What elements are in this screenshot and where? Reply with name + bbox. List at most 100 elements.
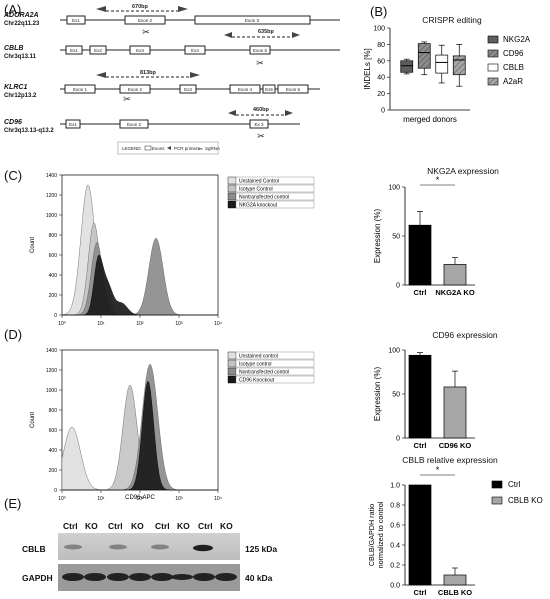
cd96-flow-histogram: 0 200 400 600 800 1000 1200 1400 10⁰ 10¹ 10² 10³ 10⁴…	[30, 348, 315, 500]
exon-label: Ex1	[72, 18, 80, 23]
y-axis-label: INDELs [%]	[363, 48, 372, 89]
legend-item: CBLB KO	[491, 496, 543, 505]
chart-d-title: CD96 expression	[432, 330, 498, 340]
y-tick-label: 1400	[46, 348, 57, 354]
exon-label: Ex 3	[254, 122, 264, 127]
box-cblb	[435, 44, 449, 84]
y-tick-label: 1000	[46, 213, 57, 219]
exon-label: Ex3	[184, 87, 192, 92]
cd96-expression-bar-chart: 0 50 100 Expression (%) Ctrl CD96 KO	[373, 348, 475, 450]
y-tick-label: 100	[388, 348, 400, 355]
legend-label: CBLB KO	[508, 496, 543, 505]
y-tick-label: 80	[377, 42, 385, 49]
exon-label: Ex3	[136, 48, 144, 53]
wb-lane-label: Ctrl	[198, 521, 213, 531]
band	[62, 573, 237, 581]
y-tick-label: 400	[49, 448, 58, 454]
box-nkg2a	[400, 58, 414, 75]
pcr-product-size: 635bp	[258, 29, 275, 35]
cblb-relative-expression-bar-chart: 0.0 0.2 0.4 0.6 0.8 1.0 CBLB/GAPDH ratio normal…	[367, 465, 543, 597]
pcr-product-size: 460bp	[253, 107, 270, 113]
gene-name-cblb: CBLB	[4, 45, 24, 52]
wb-lane-label: KO	[220, 521, 233, 531]
legend-item: Unstained Control	[227, 176, 315, 185]
panel-a-label: (A)	[4, 2, 22, 17]
exon-label: Ex1	[70, 48, 78, 53]
exon-label: Ex4	[191, 48, 199, 53]
box-a2ar	[452, 44, 466, 87]
y-axis-label: Expression (%)	[373, 209, 382, 264]
legend-item: Ctrl	[491, 480, 521, 489]
y-tick-label: 0.6	[390, 523, 400, 530]
significance-star: *	[436, 465, 440, 475]
exon-label: Exon 1	[73, 87, 88, 92]
chart-e-title: CBLB relative expression	[402, 455, 498, 465]
y-tick-label: 0	[396, 283, 400, 290]
legend-label: CD96	[503, 49, 524, 58]
exon-label: Exon 4	[238, 87, 253, 92]
bar-ctrl	[408, 224, 432, 286]
legend-a-prefix: LEGEND:	[122, 146, 142, 151]
legend-label: NKG2A	[503, 35, 531, 44]
y-tick-label: 20	[377, 91, 385, 98]
y-tick-label: 0	[54, 313, 57, 319]
legend-label: Isotype Control	[239, 187, 273, 193]
y-tick-label: 50	[392, 392, 400, 399]
x-tick-label: 10⁰	[58, 321, 66, 325]
y-tick-label: 0	[381, 108, 385, 115]
wb-lane-label: KO	[85, 521, 98, 531]
x-tick-label: 10⁴	[214, 321, 222, 325]
svg-text:✂: ✂	[142, 27, 150, 37]
bar-nkg2a-ko	[443, 264, 467, 286]
legend-label: CBLB	[503, 63, 524, 72]
wb-lane-label: Ctrl	[108, 521, 123, 531]
exon-label: Exon 3	[245, 18, 260, 23]
panel-e-label: (E)	[4, 496, 22, 511]
svg-text:✂: ✂	[256, 58, 264, 68]
legend-item: NKG2A	[487, 35, 531, 44]
legend-item: A2aR	[487, 77, 523, 86]
y-tick-label: 100	[388, 185, 400, 192]
legend-a-sgrna: SgRNA	[205, 146, 220, 151]
y-tick-label: 400	[49, 273, 58, 279]
y-tick-label: 0.2	[390, 563, 400, 570]
x-tick-label: 10³	[175, 496, 183, 500]
western-blot	[58, 533, 240, 591]
legend-item: Nontransfected control	[227, 192, 315, 201]
box-cd96	[417, 41, 431, 76]
legend-item: CD96 Knockout	[227, 375, 315, 384]
x-tick-label: Ctrl	[414, 588, 427, 597]
y-tick-label: 1400	[46, 173, 57, 179]
x-axis-label: merged donors	[403, 115, 457, 124]
histogram-nkg2a-knockout	[62, 254, 218, 316]
exon-label: Exon 2	[138, 18, 153, 23]
chart-b-title: CRISPR editing	[422, 15, 482, 25]
exon-label: Exon 6	[286, 87, 301, 92]
gene-chr-cd96: Chr3q13.13-q13.2	[4, 128, 54, 134]
legend-label: A2aR	[503, 77, 523, 86]
x-tick-label: NKG2A KO	[435, 288, 474, 297]
bar-cd96-ko	[443, 386, 467, 439]
legend-item: Isotype control	[227, 359, 315, 368]
gene-chr-adora2a: Chr22q11.23	[4, 21, 40, 27]
pcr-product-size: 813bp	[140, 70, 157, 76]
legend-item: Unstained control	[227, 351, 315, 360]
y-tick-label: 0	[396, 436, 400, 443]
exon-label: Ex5	[265, 87, 273, 92]
legend-item: CBLB	[487, 63, 524, 72]
svg-text:✂: ✂	[123, 94, 131, 104]
y-tick-label: 0.0	[390, 583, 400, 590]
y-tick-label: 800	[49, 233, 58, 239]
legend-label: Isotype control	[239, 362, 272, 368]
x-tick-label: Ctrl	[414, 441, 427, 450]
x-tick-label: CD96 KO	[439, 441, 472, 450]
panel-d-label: (D)	[4, 327, 23, 342]
y-tick-label: 200	[49, 293, 58, 299]
wb-lane-label: KO	[177, 521, 190, 531]
exon-label: Exon 5	[253, 48, 268, 53]
y-tick-label: 40	[377, 75, 385, 82]
panel-c-label: (C)	[4, 168, 23, 183]
legend-label: Unstained control	[239, 354, 278, 360]
y-tick-label: 1200	[46, 368, 57, 374]
panel-b-label: (B)	[370, 4, 388, 19]
